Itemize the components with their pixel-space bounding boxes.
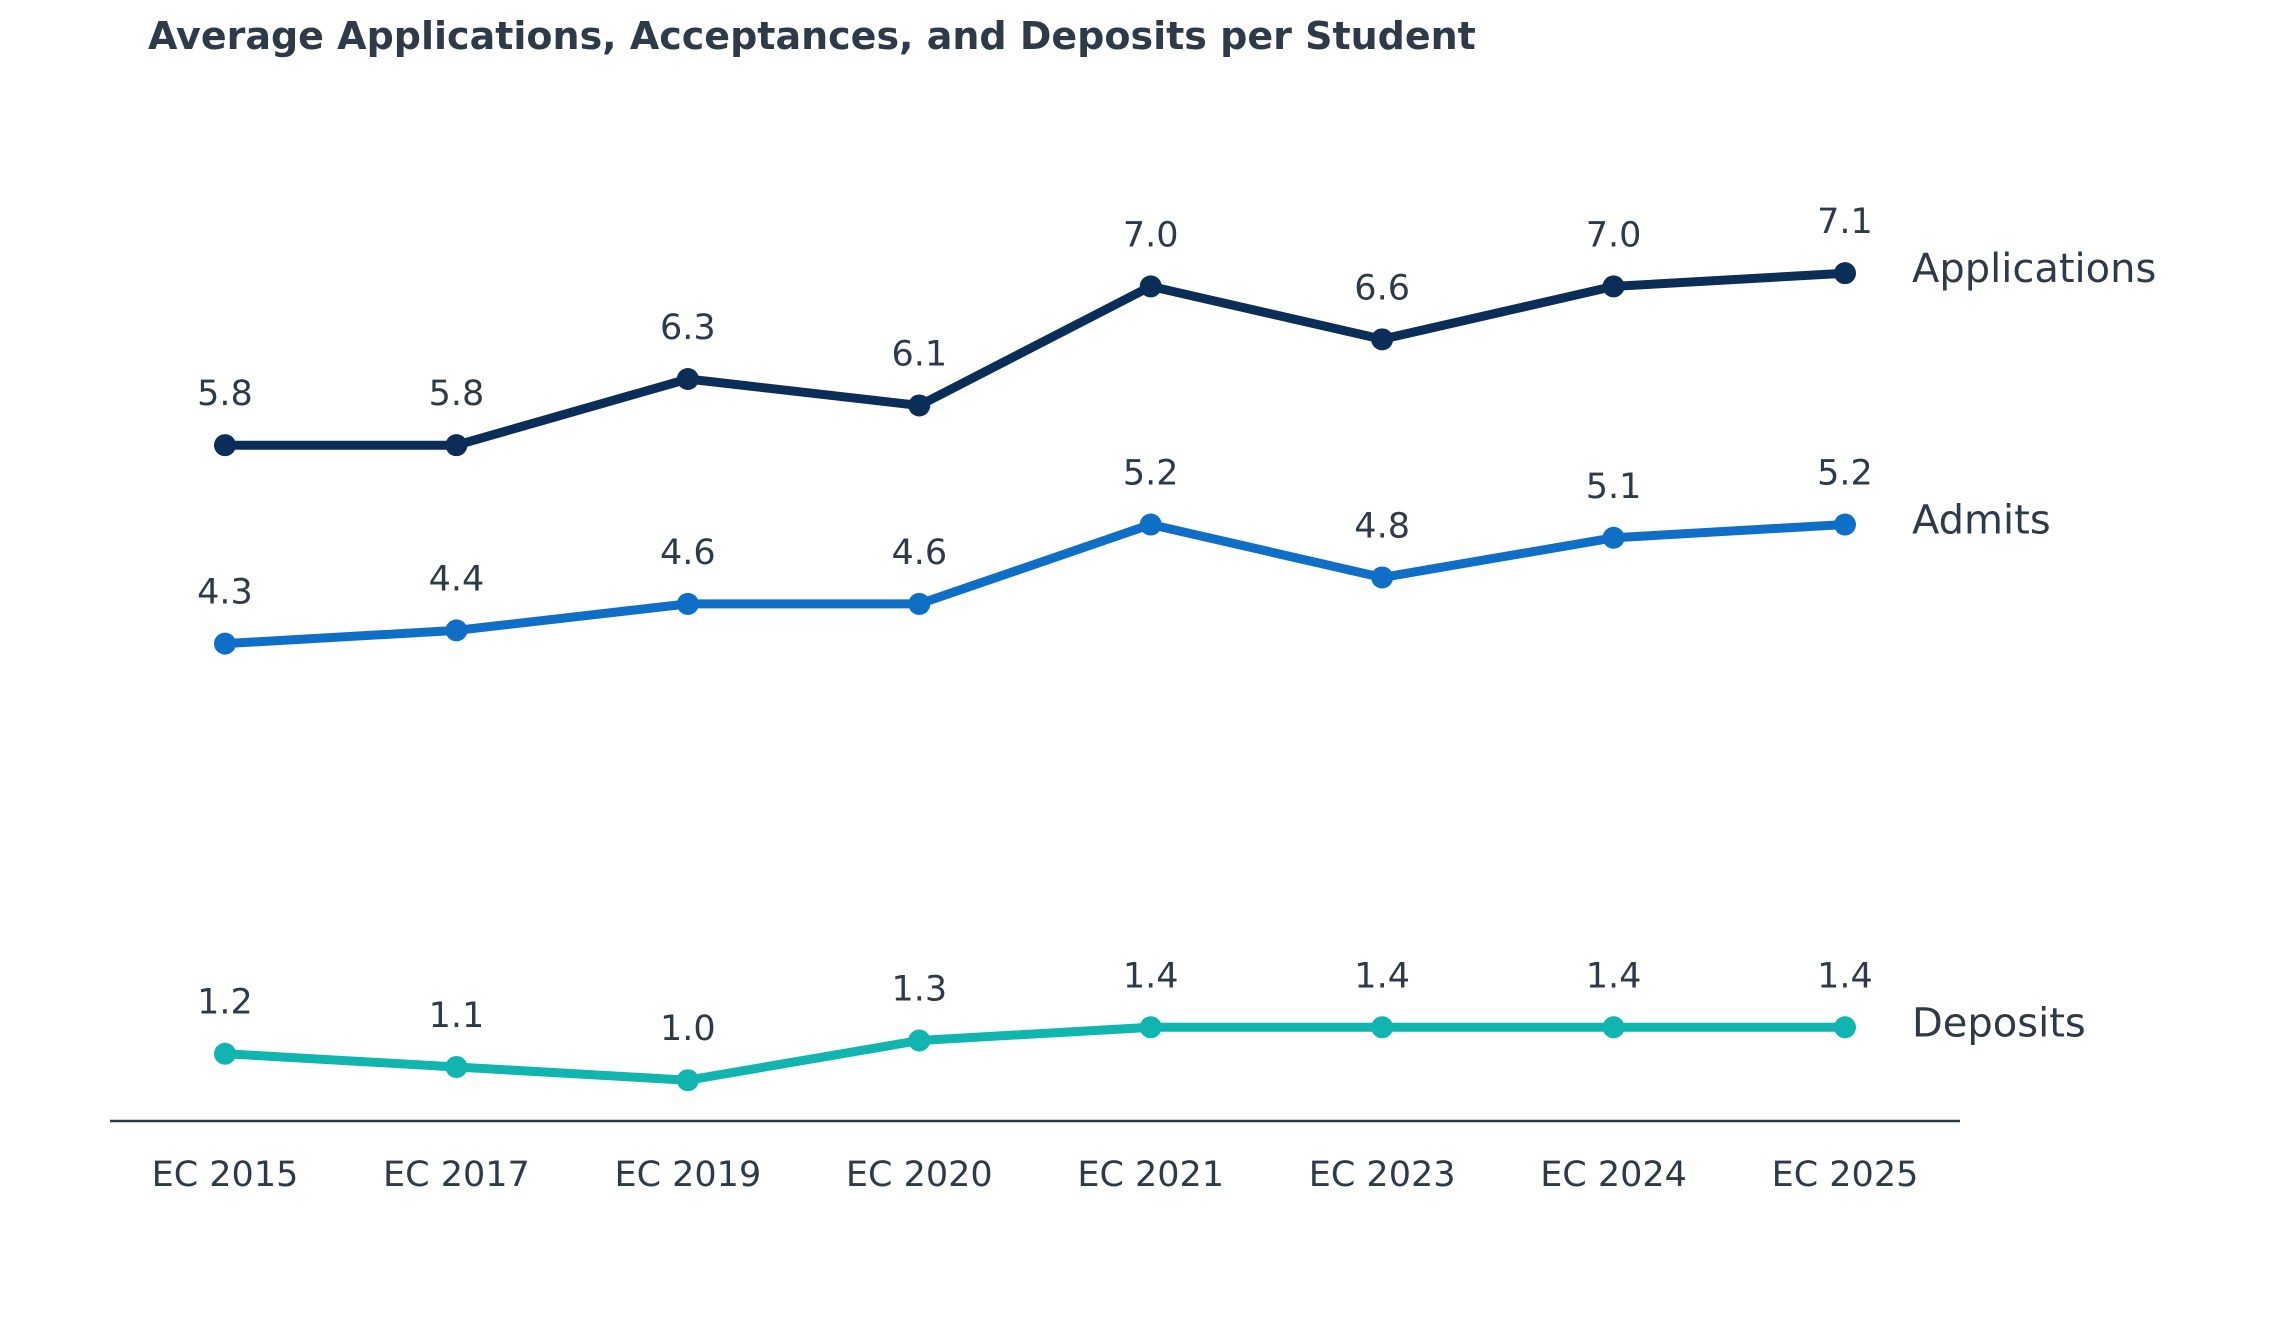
deposits-data-point	[445, 1055, 468, 1078]
x-tick-label: EC 2020	[846, 1155, 993, 1195]
applications-data-label: 5.8	[197, 374, 253, 414]
x-axis-ticks: EC 2015 EC 2017 EC 2019 EC 2020 EC 2021 EC 20…	[152, 1155, 1919, 1195]
deposits-data-label: 1.4	[1586, 956, 1642, 996]
admits-data-point	[1602, 526, 1625, 549]
deposits-data-label: 1.0	[660, 1009, 716, 1049]
admits-data-label: 4.3	[197, 573, 253, 613]
deposits-series-line	[220, 1022, 1850, 1085]
x-tick-label: EC 2015	[152, 1155, 299, 1195]
admits-data-label: 4.4	[429, 559, 485, 599]
x-tick-label: EC 2023	[1309, 1155, 1456, 1195]
admits-data-point	[676, 592, 699, 615]
applications-data-point	[1139, 275, 1162, 298]
deposits-data-label: 1.3	[891, 970, 947, 1010]
applications-data-label: 7.0	[1586, 215, 1642, 255]
admits-data-label: 5.2	[1123, 454, 1179, 494]
applications-data-label: 6.6	[1354, 268, 1410, 308]
applications-data-point	[445, 434, 468, 457]
admits-data-point	[1371, 566, 1394, 589]
applications-data-label: 5.8	[429, 374, 485, 414]
admits-data-point	[445, 619, 468, 642]
admits-data-point	[214, 632, 236, 655]
applications-data-label: 6.1	[891, 334, 947, 374]
x-tick-label: EC 2017	[383, 1155, 530, 1195]
admits-data-label: 4.8	[1354, 506, 1410, 546]
applications-data-point	[1834, 262, 1856, 285]
x-tick-label: EC 2024	[1540, 1155, 1687, 1195]
deposits-data-point	[1371, 1016, 1394, 1039]
data-labels: 5.8 5.8 6.3 6.1 7.0 6.6 7.0 7.1 4.3 4.4 4.6 4.6 5.2 4…	[197, 202, 1873, 1049]
x-tick-label: EC 2025	[1772, 1155, 1919, 1195]
chart-title: Average Applications, Acceptances, and D…	[148, 14, 1476, 58]
deposits-data-label: 1.4	[1354, 956, 1410, 996]
admits-data-label: 4.6	[660, 533, 716, 573]
deposits-data-label: 1.4	[1123, 956, 1179, 996]
applications-data-point	[214, 434, 236, 457]
admits-series-label: Admits	[1912, 498, 2051, 544]
deposits-data-point	[1602, 1016, 1625, 1039]
series-labels: Applications Admits Deposits	[1912, 246, 2156, 1046]
admits-series-line	[220, 520, 1850, 649]
admits-data-label: 5.1	[1586, 467, 1642, 507]
applications-data-point	[1371, 328, 1394, 351]
series-points	[214, 262, 1856, 1092]
applications-data-point	[676, 368, 699, 391]
applications-data-label: 7.1	[1817, 202, 1873, 242]
admits-data-point	[908, 592, 931, 615]
deposits-series-label: Deposits	[1912, 1000, 2086, 1046]
applications-series-line	[220, 268, 1850, 450]
admits-data-point	[1834, 513, 1856, 536]
deposits-data-point	[908, 1029, 931, 1052]
applications-data-point	[908, 394, 931, 417]
x-tick-label: EC 2021	[1077, 1155, 1224, 1195]
deposits-data-point	[1834, 1016, 1856, 1039]
applications-series-label: Applications	[1912, 246, 2156, 292]
admits-data-point	[1139, 513, 1162, 536]
series-lines	[220, 268, 1850, 1085]
deposits-data-point	[1139, 1016, 1162, 1039]
applications-data-label: 7.0	[1123, 215, 1179, 255]
admits-data-label: 5.2	[1817, 454, 1873, 494]
applications-data-label: 6.3	[660, 308, 716, 348]
admits-data-label: 4.6	[891, 533, 947, 573]
applications-data-point	[1602, 275, 1625, 298]
deposits-data-point	[676, 1069, 699, 1092]
deposits-data-point	[214, 1042, 236, 1065]
deposits-data-label: 1.1	[429, 996, 485, 1036]
deposits-data-label: 1.2	[197, 983, 253, 1023]
deposits-data-label: 1.4	[1817, 956, 1873, 996]
x-tick-label: EC 2019	[614, 1155, 761, 1195]
